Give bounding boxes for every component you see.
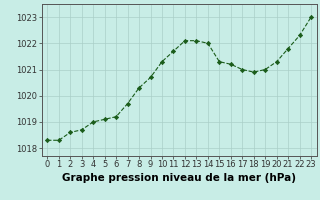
X-axis label: Graphe pression niveau de la mer (hPa): Graphe pression niveau de la mer (hPa): [62, 173, 296, 183]
